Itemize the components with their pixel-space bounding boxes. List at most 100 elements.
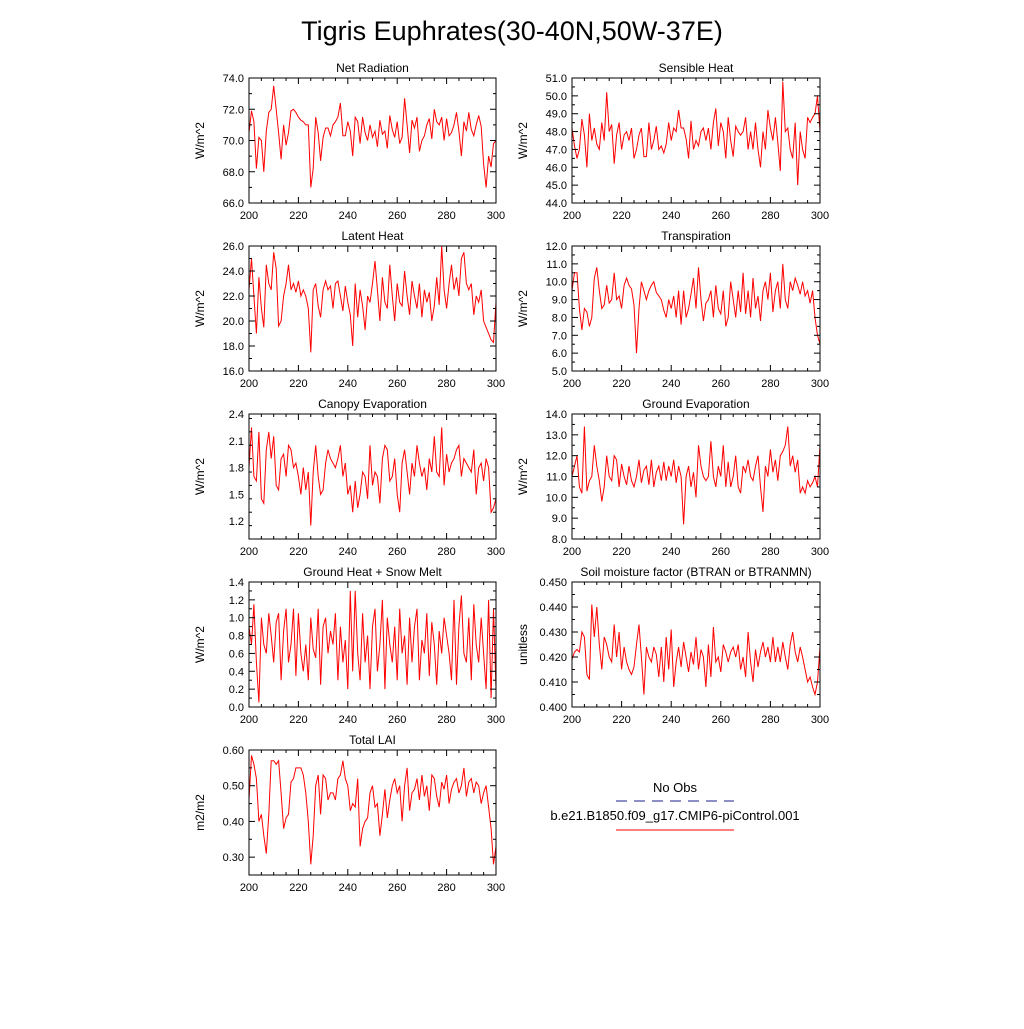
x-tick-label-canopy-evaporation: 260 [388, 546, 406, 558]
y-tick-label-net-radiation: 74.0 [223, 73, 244, 85]
y-tick-label-canopy-evaporation: 1.5 [229, 489, 244, 501]
y-axis-label-transpiration: W/m^2 [516, 290, 530, 327]
x-tick-label-latent-heat: 260 [388, 378, 406, 390]
x-tick-label-canopy-evaporation: 280 [437, 546, 455, 558]
x-tick-label-total-lai: 220 [289, 882, 307, 894]
y-tick-label-soil-moisture-factor-btran-or-btranmn: 0.430 [539, 627, 567, 639]
x-tick-label-ground-heat-snow-melt: 300 [487, 714, 505, 726]
y-axis-label-total-lai: m2/m2 [193, 794, 207, 831]
y-tick-label-ground-heat-snow-melt: 0.6 [229, 648, 244, 660]
plot-frame-ground-heat-snow-melt [248, 581, 497, 708]
y-tick-label-canopy-evaporation: 2.1 [229, 436, 244, 448]
x-tick-label-transpiration: 280 [761, 378, 779, 390]
x-tick-label-canopy-evaporation: 220 [289, 546, 307, 558]
x-tick-label-net-radiation: 260 [388, 210, 406, 222]
x-tick-label-net-radiation: 280 [437, 210, 455, 222]
y-tick-label-soil-moisture-factor-btran-or-btranmn: 0.450 [539, 577, 567, 589]
legend-label-no-obs: No Obs [653, 780, 698, 795]
legend-label-model: b.e21.B1850.f09_g17.CMIP6-piControl.001 [550, 808, 799, 823]
x-tick-label-latent-heat: 300 [487, 378, 505, 390]
y-tick-label-ground-heat-snow-melt: 1.0 [229, 613, 244, 625]
x-tick-label-latent-heat: 240 [339, 378, 357, 390]
x-tick-label-total-lai: 260 [388, 882, 406, 894]
panel-latent-heat: 200 220 240 260 280 300 16.0 18.0 20.0 22.0 24.0 26… [193, 229, 505, 390]
x-tick-label-ground-heat-snow-melt: 280 [437, 714, 455, 726]
y-tick-label-ground-heat-snow-melt: 1.2 [229, 595, 244, 607]
y-tick-label-latent-heat: 20.0 [223, 316, 244, 328]
x-tick-label-sensible-heat: 200 [563, 210, 581, 222]
y-tick-label-latent-heat: 22.0 [223, 291, 244, 303]
x-tick-label-soil-moisture-factor-btran-or-btranmn: 220 [612, 714, 630, 726]
y-axis-label-latent-heat: W/m^2 [193, 290, 207, 327]
y-tick-label-ground-heat-snow-melt: 0.2 [229, 684, 244, 696]
x-tick-label-transpiration: 220 [612, 378, 630, 390]
panel-net-radiation: 200 220 240 260 280 300 66.0 68.0 70.0 72.0 74.0 Ne… [193, 61, 505, 222]
series-line-total-lai [248, 755, 497, 865]
x-tick-label-ground-evaporation: 200 [563, 546, 581, 558]
y-tick-label-soil-moisture-factor-btran-or-btranmn: 0.400 [539, 702, 567, 714]
x-tick-label-soil-moisture-factor-btran-or-btranmn: 200 [563, 714, 581, 726]
y-tick-label-ground-heat-snow-melt: 0.0 [229, 702, 244, 714]
y-tick-label-ground-evaporation: 14.0 [546, 409, 567, 421]
y-tick-label-soil-moisture-factor-btran-or-btranmn: 0.440 [539, 602, 567, 614]
x-tick-label-ground-evaporation: 240 [662, 546, 680, 558]
x-tick-label-sensible-heat: 300 [811, 210, 829, 222]
y-tick-label-transpiration: 7.0 [552, 330, 567, 342]
y-tick-label-net-radiation: 72.0 [223, 104, 244, 116]
series-line-canopy-evaporation [248, 427, 497, 526]
y-axis-label-soil-moisture-factor-btran-or-btranmn: unitless [516, 624, 530, 665]
x-tick-label-net-radiation: 220 [289, 210, 307, 222]
y-tick-label-ground-evaporation: 11.0 [546, 472, 567, 484]
y-tick-label-transpiration: 12.0 [546, 241, 567, 253]
x-tick-label-transpiration: 200 [563, 378, 581, 390]
panels: 200 220 240 260 280 300 66.0 68.0 70.0 72.0 74.0 Ne… [193, 61, 829, 894]
x-tick-label-latent-heat: 200 [240, 378, 258, 390]
y-tick-label-latent-heat: 24.0 [223, 266, 244, 278]
y-tick-label-transpiration: 11.0 [546, 259, 567, 271]
x-tick-label-ground-evaporation: 220 [612, 546, 630, 558]
y-tick-label-net-radiation: 70.0 [223, 136, 244, 148]
panel-title-transpiration: Transpiration [661, 229, 731, 243]
y-tick-label-sensible-heat: 46.0 [546, 162, 567, 174]
x-tick-label-sensible-heat: 280 [761, 210, 779, 222]
x-tick-label-net-radiation: 300 [487, 210, 505, 222]
y-tick-label-ground-evaporation: 9.0 [552, 513, 567, 525]
x-tick-label-transpiration: 300 [811, 378, 829, 390]
x-tick-label-total-lai: 240 [339, 882, 357, 894]
x-tick-label-soil-moisture-factor-btran-or-btranmn: 260 [712, 714, 730, 726]
x-tick-label-soil-moisture-factor-btran-or-btranmn: 280 [761, 714, 779, 726]
x-tick-label-canopy-evaporation: 240 [339, 546, 357, 558]
panel-transpiration: 200 220 240 260 280 300 5.0 6.0 7.0 8.0 9.0 10.0 11.… [516, 229, 829, 390]
y-tick-label-total-lai: 0.60 [223, 745, 244, 757]
x-tick-label-canopy-evaporation: 200 [240, 546, 258, 558]
y-tick-label-canopy-evaporation: 1.2 [229, 516, 244, 528]
x-tick-label-latent-heat: 220 [289, 378, 307, 390]
plot-frame-latent-heat [248, 245, 497, 372]
y-tick-label-net-radiation: 68.0 [223, 167, 244, 179]
panel-total-lai: 200 220 240 260 280 300 0.30 0.40 0.50 0.60 Total … [193, 733, 505, 894]
y-tick-label-sensible-heat: 44.0 [546, 198, 567, 210]
y-tick-label-transpiration: 5.0 [552, 366, 567, 378]
panel-canopy-evaporation: 200 220 240 260 280 300 1.2 1.5 1.8 2.1 2.4 Canopy … [193, 397, 505, 558]
y-tick-label-ground-evaporation: 8.0 [552, 534, 567, 546]
y-axis-label-net-radiation: W/m^2 [193, 122, 207, 159]
x-tick-label-ground-evaporation: 300 [811, 546, 829, 558]
panel-ground-evaporation: 200 220 240 260 280 300 8.0 9.0 10.0 11.0 12.0 13.0… [516, 397, 829, 558]
series-line-ground-heat-snow-melt [248, 590, 497, 703]
series-line-soil-moisture-factor-btran-or-btranmn [571, 604, 821, 697]
y-tick-label-ground-evaporation: 10.0 [546, 492, 567, 504]
series-line-sensible-heat [571, 81, 821, 186]
y-tick-label-sensible-heat: 50.0 [546, 91, 567, 103]
x-tick-label-total-lai: 280 [437, 882, 455, 894]
figure-title: Tigris Euphrates(30-40N,50W-37E) [301, 16, 723, 46]
y-tick-label-canopy-evaporation: 1.8 [229, 463, 244, 475]
series-line-net-radiation [248, 85, 497, 188]
panel-title-soil-moisture-factor-btran-or-btranmn: Soil moisture factor (BTRAN or BTRANMN) [580, 565, 811, 579]
x-tick-label-ground-heat-snow-melt: 260 [388, 714, 406, 726]
x-tick-label-canopy-evaporation: 300 [487, 546, 505, 558]
plot-frame-net-radiation [248, 77, 497, 204]
x-tick-label-soil-moisture-factor-btran-or-btranmn: 300 [811, 714, 829, 726]
panel-title-total-lai: Total LAI [349, 733, 396, 747]
y-axis-label-ground-evaporation: W/m^2 [516, 458, 530, 495]
